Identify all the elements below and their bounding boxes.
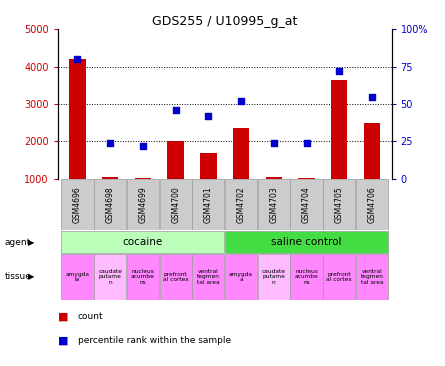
Text: GSM4698: GSM4698 (106, 186, 115, 223)
Bar (192, 179, 224, 231)
Text: nucleus
acumbe
ns: nucleus acumbe ns (131, 269, 155, 285)
Bar (291, 254, 323, 300)
Text: GSM4701: GSM4701 (204, 186, 213, 223)
Text: percentile rank within the sample: percentile rank within the sample (78, 336, 231, 345)
Text: GSM4705: GSM4705 (335, 186, 344, 223)
Bar (192, 254, 224, 300)
Bar (233, 128, 249, 179)
Bar (331, 80, 348, 179)
Bar (127, 254, 159, 300)
Text: GSM4696: GSM4696 (73, 186, 82, 223)
Bar (94, 179, 126, 231)
Point (139, 143, 146, 149)
Text: ventral
tegmen
tal area: ventral tegmen tal area (360, 269, 384, 285)
Bar (291, 179, 323, 231)
Point (303, 140, 310, 146)
Text: nucleus
acumbe
ns: nucleus acumbe ns (295, 269, 319, 285)
Text: ■: ■ (58, 335, 69, 346)
Bar (135, 178, 151, 179)
Text: cocaine: cocaine (123, 237, 163, 247)
Bar (258, 254, 290, 300)
Point (270, 140, 277, 146)
Bar (258, 179, 290, 231)
Text: GSM4706: GSM4706 (368, 186, 376, 223)
Text: ■: ■ (58, 311, 69, 322)
Text: caudate
putame
n: caudate putame n (262, 269, 286, 285)
Text: ▶: ▶ (28, 272, 35, 281)
Bar (160, 254, 192, 300)
Bar (298, 178, 315, 179)
Bar (225, 254, 257, 300)
Text: amygda
la: amygda la (65, 272, 89, 282)
Bar (160, 179, 192, 231)
Text: caudate
putame
n: caudate putame n (98, 269, 122, 285)
Bar (356, 254, 388, 300)
Point (205, 113, 212, 119)
Bar (127, 179, 159, 231)
Text: saline control: saline control (271, 237, 342, 247)
Bar (200, 153, 217, 179)
Text: tissue: tissue (4, 272, 31, 281)
Bar (94, 254, 126, 300)
Text: count: count (78, 312, 104, 321)
Text: prefront
al cortex: prefront al cortex (326, 272, 352, 282)
Point (368, 94, 376, 100)
Point (74, 56, 81, 62)
Text: GSM4700: GSM4700 (171, 186, 180, 223)
Text: GSM4704: GSM4704 (302, 186, 311, 223)
Text: agent: agent (4, 238, 31, 247)
Text: GSM4702: GSM4702 (237, 186, 246, 223)
Bar (364, 123, 380, 179)
Title: GDS255 / U10995_g_at: GDS255 / U10995_g_at (152, 15, 297, 28)
Bar (61, 179, 93, 231)
Bar (323, 179, 355, 231)
Bar (356, 179, 388, 231)
Point (107, 140, 114, 146)
Bar (69, 59, 85, 179)
Text: ▶: ▶ (28, 238, 35, 247)
Bar (266, 177, 282, 179)
Bar (225, 179, 257, 231)
Text: prefront
al cortex: prefront al cortex (163, 272, 189, 282)
Text: ventral
tegmen
tal area: ventral tegmen tal area (197, 269, 220, 285)
Bar (323, 254, 355, 300)
Bar (61, 254, 93, 300)
Point (336, 68, 343, 74)
Point (172, 107, 179, 113)
Text: GSM4703: GSM4703 (269, 186, 278, 223)
Bar (61, 231, 224, 253)
Bar (225, 231, 388, 253)
Point (238, 98, 245, 104)
Bar (102, 177, 118, 179)
Bar (167, 142, 184, 179)
Text: GSM4699: GSM4699 (138, 186, 147, 223)
Text: amygda
a: amygda a (229, 272, 253, 282)
